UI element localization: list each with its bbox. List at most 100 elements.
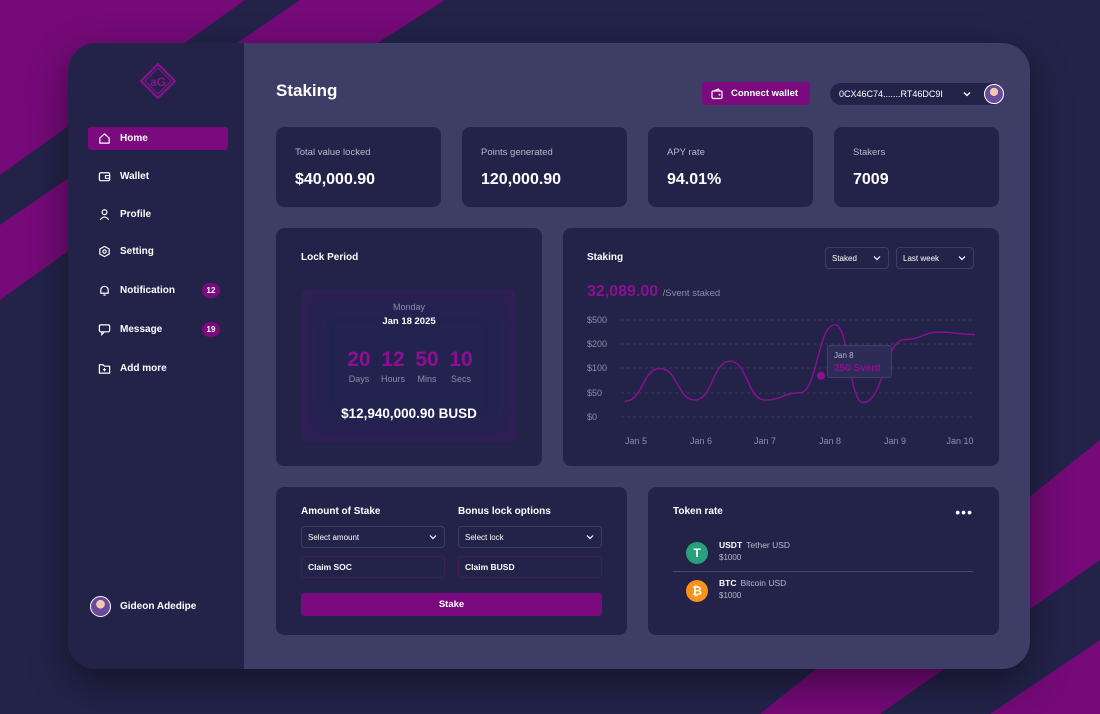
main-content: Staking Connect wallet 0CX46C74.......RT… (244, 43, 1030, 669)
stake-button[interactable]: Stake (301, 593, 602, 616)
claim-soc-field[interactable]: Claim SOC (301, 556, 445, 578)
stat-card-apy-rate: APY rate 94.01% (648, 127, 813, 207)
sidebar-item-wallet[interactable]: Wallet (88, 165, 228, 188)
stat-label: Stakers (853, 147, 886, 158)
token-price: $1000 (719, 591, 742, 600)
amount-of-stake-title: Amount of Stake (301, 506, 381, 517)
staking-chart-title: Staking (587, 252, 624, 263)
wallet-address: 0CX46C74.......RT46DC9I (839, 89, 943, 99)
x-tick-label: Jan 7 (753, 436, 777, 446)
y-tick-label: $50 (587, 388, 603, 398)
chevron-down-icon (873, 256, 881, 261)
connect-wallet-label: Connect wallet (731, 88, 799, 99)
claim-busd-field[interactable]: Claim BUSD (458, 556, 602, 578)
user-profile[interactable]: Gideon Adedipe (90, 596, 196, 617)
profile-icon (97, 208, 111, 222)
stat-value: 94.01% (667, 171, 722, 188)
stat-label: APY rate (667, 147, 705, 158)
sidebar-item-label: Profile (120, 209, 152, 220)
sidebar-item-notification[interactable]: Notification 12 (88, 279, 228, 302)
staking-chart-card: Staking Staked Last week 32,089.00 /Sven… (563, 228, 999, 466)
sidebar-item-label: Notification (120, 285, 175, 296)
stake-form-card: Amount of Stake Bonus lock options Selec… (276, 487, 627, 635)
divider (673, 571, 973, 572)
svg-text:aG: aG (150, 75, 166, 89)
add-folder-icon (97, 362, 111, 376)
filter-type-value: Staked (832, 253, 857, 263)
settings-icon (97, 245, 111, 259)
sidebar-item-label: Home (120, 133, 148, 144)
select-amount-dropdown[interactable]: Select amount (301, 526, 445, 548)
highlight-point (817, 371, 825, 380)
sidebar-item-profile[interactable]: Profile (88, 203, 228, 226)
btc-icon: ₿ (686, 580, 708, 602)
lock-period-panel: Monday Jan 18 2025 (302, 290, 516, 442)
sidebar-item-label: Add more (120, 363, 167, 374)
sidebar-item-setting[interactable]: Setting (88, 240, 228, 263)
message-icon (97, 323, 111, 337)
connect-wallet-button[interactable]: Connect wallet (702, 82, 810, 105)
y-tick-label: $100 (587, 363, 608, 373)
locked-amount: $12,940,000.90 BUSD (341, 406, 477, 421)
chevron-down-icon (963, 92, 971, 97)
x-tick-label: Jan 5 (624, 436, 648, 446)
lock-period-card: Lock Period Monday Jan 18 2025 20 Days 12… (276, 228, 542, 466)
token-row-usdt[interactable]: USDT Tether USD (719, 540, 791, 550)
token-rate-title: Token rate (673, 506, 723, 517)
stat-label: Total value locked (295, 147, 371, 158)
token-row-btc[interactable]: BTC Bitcoin USD (719, 578, 787, 588)
sidebar: aG Home Wallet Profile Setting Notificat… (68, 43, 244, 669)
countdown-mins: 50 Mins (415, 348, 439, 384)
sidebar-item-message[interactable]: Message 19 (88, 318, 228, 341)
staking-line-chart (621, 319, 976, 418)
staking-series-line (624, 324, 976, 404)
avatar (90, 596, 111, 617)
home-icon (97, 132, 111, 146)
tooltip-date: Jan 8 (834, 351, 854, 360)
countdown: 20 Days 12 Hours 50 Mins 10 Secs (342, 348, 478, 384)
stat-value: 120,000.90 (481, 171, 562, 188)
chart-tooltip: Jan 8 250 Svent (827, 345, 892, 378)
chevron-down-icon (586, 535, 594, 540)
stat-label: Points generated (481, 147, 553, 158)
stat-value: 7009 (853, 171, 889, 188)
tooltip-value: 250 Svent (834, 363, 881, 374)
staked-total-suffix: /Svent staked (662, 288, 721, 299)
stat-card-points-generated: Points generated 120,000.90 (462, 127, 627, 207)
x-tick-label: Jan 8 (818, 436, 842, 446)
select-lock-placeholder: Select lock (465, 532, 504, 542)
stat-card-total-value-locked: Total value locked $40,000.90 (276, 127, 441, 207)
page-title: Staking (276, 81, 338, 100)
stat-value: $40,000.90 (295, 171, 376, 188)
select-amount-placeholder: Select amount (308, 532, 360, 542)
countdown-hours: 12 Hours (380, 348, 405, 384)
filter-type-dropdown[interactable]: Staked (825, 247, 889, 269)
select-lock-dropdown[interactable]: Select lock (458, 526, 602, 548)
x-tick-label: Jan 10 (946, 436, 974, 446)
notification-badge: 12 (202, 283, 220, 298)
wallet-address-dropdown[interactable]: 0CX46C74.......RT46DC9I (830, 83, 1004, 105)
lock-period-title: Lock Period (301, 252, 359, 263)
sidebar-item-label: Wallet (120, 171, 150, 182)
filter-period-dropdown[interactable]: Last week (896, 247, 974, 269)
x-tick-label: Jan 6 (689, 436, 713, 446)
app-window: aG Home Wallet Profile Setting Notificat… (68, 43, 1030, 669)
wallet-icon (711, 87, 723, 99)
sidebar-item-home[interactable]: Home (88, 127, 228, 150)
token-rate-card: Token rate ••• T USDT Tether USD $1000 ₿ … (648, 487, 999, 635)
logo-icon: aG (140, 63, 176, 99)
x-tick-label: Jan 9 (883, 436, 907, 446)
more-options-icon[interactable]: ••• (955, 504, 973, 520)
bonus-lock-title: Bonus lock options (458, 506, 551, 517)
lock-date: Jan 18 2025 (382, 316, 436, 327)
staked-total: 32,089.00 /Svent staked (587, 283, 721, 300)
y-tick-label: $200 (587, 339, 608, 349)
sidebar-item-add-more[interactable]: Add more (88, 357, 228, 380)
wallet-icon (97, 170, 111, 184)
bell-icon (97, 284, 111, 298)
y-tick-label: $500 (587, 315, 608, 325)
usdt-icon: T (686, 542, 708, 564)
countdown-secs: 10 Secs (449, 348, 473, 384)
stat-card-stakers: Stakers 7009 (834, 127, 999, 207)
token-price: $1000 (719, 553, 742, 562)
